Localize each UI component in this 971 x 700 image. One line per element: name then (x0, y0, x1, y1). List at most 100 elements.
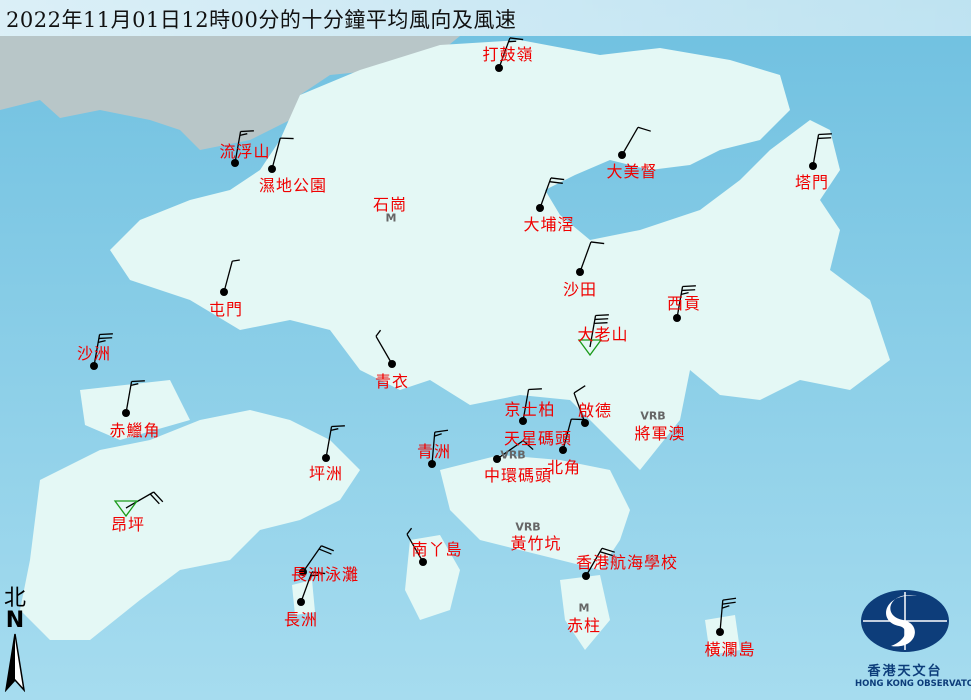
wind-barb-full (637, 126, 651, 132)
station-12[interactable] (90, 333, 113, 370)
station-label[interactable]: 塔門 (794, 173, 830, 192)
station-dot (809, 162, 817, 170)
wind-barb-half (434, 433, 442, 437)
station-label[interactable]: 赤柱 (566, 616, 602, 635)
station-label[interactable]: 啟德 (577, 401, 613, 420)
station-9[interactable] (220, 259, 240, 296)
station-dot (536, 204, 544, 212)
station-dot (268, 165, 276, 173)
station-dot (582, 572, 590, 580)
station-dot (495, 64, 503, 72)
station-label[interactable]: 北角 (546, 458, 582, 477)
wind-barb-full (817, 137, 832, 140)
station-1[interactable] (495, 37, 524, 72)
station-3[interactable] (268, 137, 294, 173)
station-dot (519, 417, 527, 425)
station-5[interactable] (618, 126, 651, 159)
wind-barb-half (239, 133, 248, 137)
station-18[interactable] (493, 440, 534, 463)
station-marker: M (385, 211, 397, 225)
wind-barb-full (311, 571, 326, 575)
station-label[interactable]: 天星碼頭 (503, 429, 573, 448)
station-15[interactable] (519, 388, 542, 425)
station-label[interactable]: 青洲 (416, 442, 452, 461)
station-label[interactable]: 大美督 (606, 162, 658, 181)
wind-barb-full (321, 545, 334, 552)
station-26[interactable] (582, 547, 615, 580)
wind-barb-full (590, 241, 605, 245)
stanley-land (560, 575, 610, 650)
station-20[interactable] (559, 418, 585, 454)
wind-barb-shaft (562, 418, 572, 451)
hk-island-land (440, 455, 630, 570)
station-16[interactable] (573, 385, 589, 427)
station-label[interactable]: 打鼓嶺 (482, 45, 534, 64)
station-11[interactable] (577, 314, 609, 357)
station-dot (231, 159, 239, 167)
station-label[interactable]: 坪洲 (308, 464, 344, 483)
station-2[interactable] (231, 130, 254, 167)
station-label[interactable]: 橫瀾島 (704, 640, 756, 659)
station-label[interactable]: 流浮山 (219, 142, 271, 161)
wind-barb-shaft (431, 432, 436, 465)
station-30[interactable] (716, 597, 737, 636)
station-6[interactable] (809, 133, 832, 170)
station-14[interactable] (122, 380, 145, 417)
station-label[interactable]: 昂坪 (110, 515, 146, 534)
wind-barb-full (98, 337, 113, 340)
station-label[interactable]: 京士柏 (504, 400, 556, 419)
wind-barb-shaft (325, 426, 333, 459)
wind-barb-half (406, 527, 413, 535)
station-dot (559, 446, 567, 454)
station-label[interactable]: 沙田 (562, 280, 598, 299)
station-13[interactable] (375, 329, 396, 368)
wind-barb-shaft (676, 286, 684, 319)
wind-barb-full (594, 318, 609, 321)
station-marker: VRB (640, 409, 666, 423)
title-bar: 2022年11月01日12時00分的十分鐘平均風向及風速 (0, 0, 971, 36)
station-marker: VRB (500, 448, 526, 462)
station-10[interactable] (673, 285, 696, 322)
wind-barb-shaft (302, 545, 322, 573)
station-label[interactable]: 屯門 (208, 300, 244, 319)
wind-barb-full (594, 322, 608, 325)
station-21[interactable] (322, 425, 345, 462)
station-24[interactable] (406, 527, 427, 566)
station-23[interactable] (113, 491, 164, 518)
station-label[interactable]: 長洲泳灘 (290, 565, 360, 584)
station-label[interactable]: 將軍澳 (634, 424, 686, 443)
station-label[interactable]: 濕地公園 (258, 176, 328, 195)
wind-barb-full (595, 314, 609, 317)
station-label[interactable]: 大老山 (577, 325, 629, 344)
station-label[interactable]: 沙洲 (76, 344, 112, 363)
wind-barb-full (240, 130, 254, 133)
wind-barb-shaft (406, 533, 424, 563)
wind-barb-shaft (585, 547, 603, 577)
airport-land (80, 380, 190, 440)
station-8[interactable] (576, 241, 605, 276)
wind-barb-full (318, 548, 332, 555)
station-7[interactable] (536, 177, 565, 212)
station-label[interactable]: 青衣 (374, 372, 410, 391)
wind-barb-shaft (812, 134, 820, 167)
station-label[interactable]: 大埔滘 (523, 215, 575, 234)
wind-barb-full (722, 597, 737, 601)
station-dot (299, 568, 307, 576)
station-label[interactable]: 赤鱲角 (109, 421, 161, 440)
station-label[interactable]: 長洲 (283, 610, 319, 629)
station-label[interactable]: 南丫島 (411, 540, 463, 559)
lantau-land (20, 410, 360, 640)
station-label[interactable]: 香港航海學校 (575, 553, 679, 572)
station-label[interactable]: 黃竹坑 (510, 534, 562, 553)
station-28[interactable] (297, 571, 326, 606)
wind-barb-shaft (234, 131, 242, 164)
station-label[interactable]: 西貢 (666, 294, 702, 313)
wind-barb-shaft (522, 389, 530, 422)
station-dot (220, 288, 228, 296)
station-label[interactable]: 石崗 (372, 195, 408, 214)
station-27[interactable] (299, 545, 334, 576)
wind-barb-full (601, 547, 615, 553)
station-22[interactable] (428, 429, 449, 468)
station-label[interactable]: 中環碼頭 (483, 466, 553, 485)
